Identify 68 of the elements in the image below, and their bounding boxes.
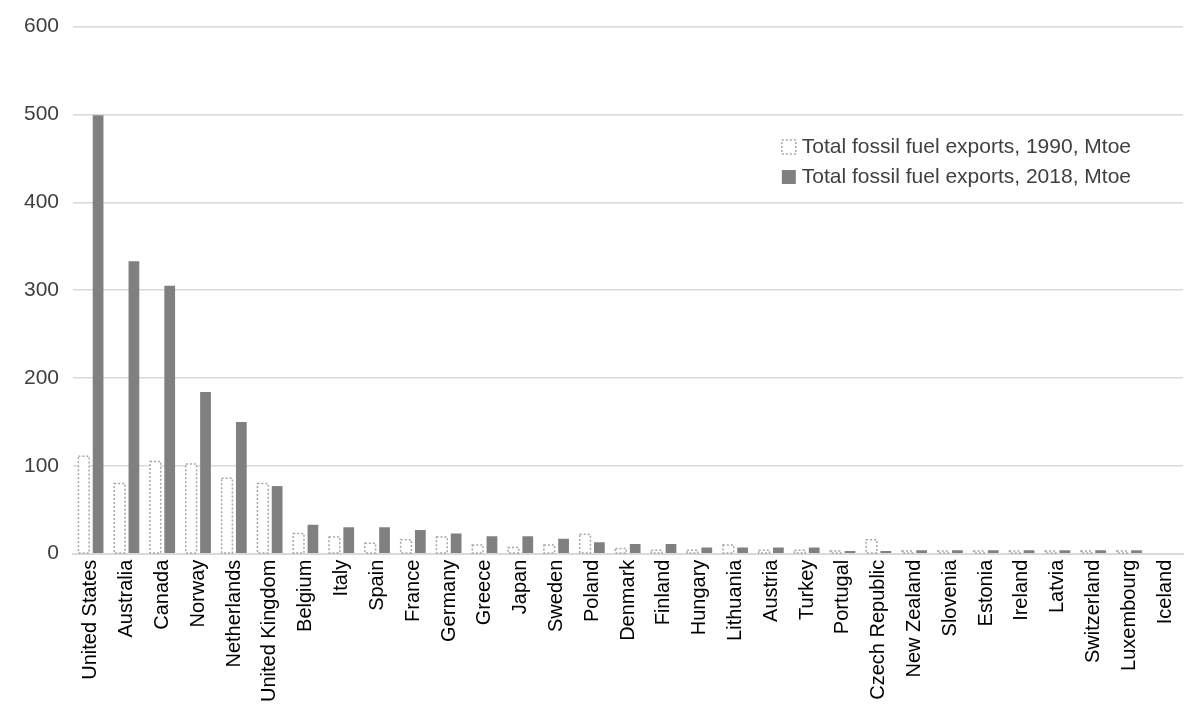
bar <box>450 533 462 553</box>
x-tick-label: Australia <box>114 558 137 638</box>
bar <box>737 547 748 553</box>
x-tick-label: Turkey <box>794 559 817 621</box>
bar <box>307 524 319 553</box>
bar <box>522 536 534 553</box>
bar <box>486 536 498 553</box>
bar <box>594 542 605 553</box>
x-tick-label: Poland <box>579 559 602 622</box>
bar <box>1023 550 1035 553</box>
x-tick-label: Luxembourg <box>1116 559 1139 671</box>
y-tick-label: 200 <box>23 364 60 388</box>
x-tick-label: United Kingdom <box>257 559 280 703</box>
legend-label: Total fossil fuel exports, 2018, Mtoe <box>801 163 1131 187</box>
bar <box>987 550 999 553</box>
bar <box>414 529 426 553</box>
x-tick-label: Hungary <box>687 559 710 636</box>
x-tick-label: Austria <box>758 558 781 622</box>
legend-label: Total fossil fuel exports, 1990, Mtoe <box>801 133 1131 157</box>
bar <box>629 544 641 553</box>
x-tick-label: Czech Republic <box>866 559 889 700</box>
x-tick-label: Lithuania <box>722 558 745 641</box>
x-tick-label: Greece <box>472 559 495 626</box>
x-tick-label: New Zealand <box>901 559 924 678</box>
x-tick-label: Netherlands <box>221 559 244 668</box>
x-tick-label: Norway <box>185 559 208 628</box>
bar <box>1095 550 1107 553</box>
x-tick-label: Estonia <box>973 558 996 627</box>
x-tick-label: Iceland <box>1152 559 1175 625</box>
x-tick-label: Switzerland <box>1081 559 1103 664</box>
bar <box>271 486 283 553</box>
bar <box>200 392 211 553</box>
x-tick-label: Spain <box>364 559 387 611</box>
bar <box>1131 550 1142 553</box>
bar <box>128 261 140 553</box>
x-tick-label: Denmark <box>615 558 638 641</box>
x-tick-label: Finland <box>651 559 674 626</box>
bar <box>773 547 784 553</box>
x-tick-label: Slovenia <box>937 558 960 637</box>
bar <box>379 527 390 553</box>
bar <box>701 547 713 553</box>
bar <box>164 285 176 553</box>
x-tick-label: Sweden <box>543 559 566 632</box>
x-tick-label: Canada <box>150 558 173 630</box>
bar <box>952 550 963 553</box>
x-tick-label: Ireland <box>1009 559 1032 621</box>
bar <box>665 544 677 553</box>
bar <box>1059 550 1071 553</box>
y-tick-label: 600 <box>23 13 60 37</box>
bar <box>808 547 820 553</box>
x-tick-label: Latvia <box>1045 558 1068 614</box>
y-tick-label: 400 <box>23 189 60 213</box>
bar <box>92 115 104 553</box>
bar <box>558 538 569 553</box>
x-tick-label: United States <box>78 559 101 680</box>
y-tick-label: 100 <box>23 452 60 476</box>
y-tick-label: 500 <box>23 101 60 125</box>
x-tick-label: Japan <box>508 559 531 615</box>
x-tick-label: France <box>400 559 423 622</box>
bar <box>343 527 355 553</box>
y-tick-label: 300 <box>23 276 60 300</box>
y-tick-label: 0 <box>47 540 60 564</box>
bar <box>916 550 927 553</box>
x-tick-label: Portugal <box>830 559 853 635</box>
x-tick-label: Italy <box>329 559 352 597</box>
bar <box>235 421 247 553</box>
x-tick-label: Germany <box>436 559 459 642</box>
x-tick-label: Belgium <box>293 559 316 632</box>
